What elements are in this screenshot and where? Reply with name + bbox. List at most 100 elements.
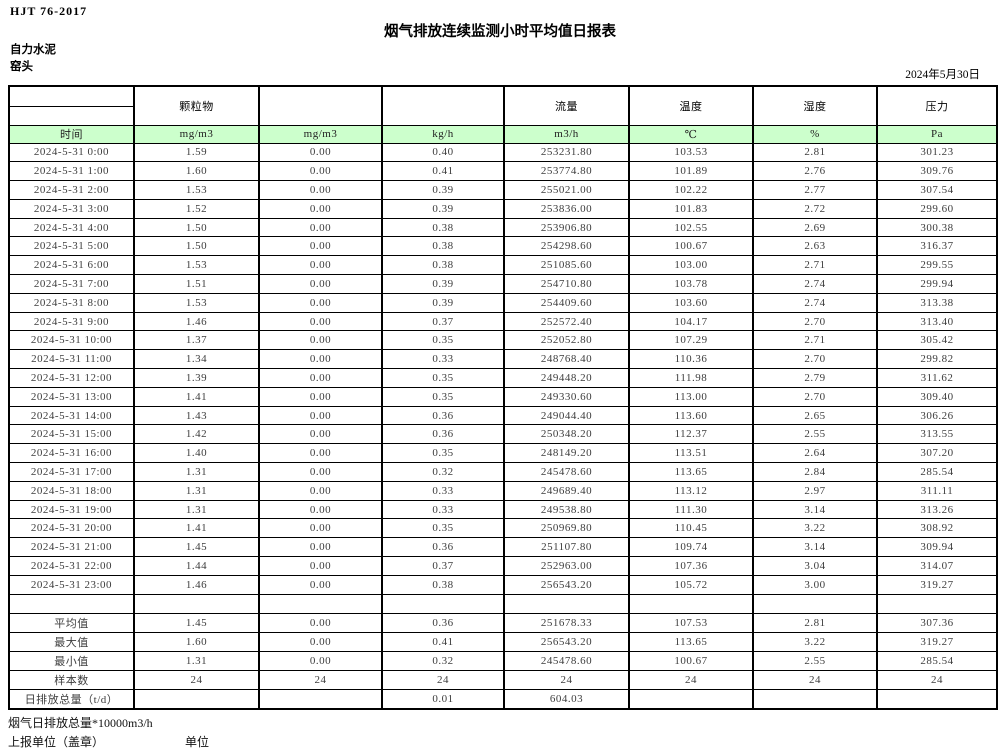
summary-label-cell: 最大值 xyxy=(8,632,135,653)
value-cell: 2.74 xyxy=(752,274,878,294)
value-cell: 0.00 xyxy=(258,198,383,219)
value-cell: 253774.80 xyxy=(503,161,630,182)
value-cell: 309.94 xyxy=(876,537,998,558)
value-cell: 0.00 xyxy=(258,480,383,501)
value-cell: 0.36 xyxy=(381,405,505,426)
value-cell: 299.82 xyxy=(876,349,998,370)
value-cell: 251678.33 xyxy=(503,613,630,634)
value-cell: 0.00 xyxy=(258,405,383,426)
flow-total-note: 烟气日排放总量*10000m3/h xyxy=(8,716,153,730)
value-cell: 0.39 xyxy=(381,198,505,219)
value-cell: 285.54 xyxy=(876,462,998,482)
time-cell: 2024-5-31 16:00 xyxy=(8,443,135,464)
value-cell: 299.60 xyxy=(876,198,998,219)
time-cell: 2024-5-31 21:00 xyxy=(8,537,135,558)
value-cell: 0.00 xyxy=(258,330,383,351)
value-cell: 1.41 xyxy=(133,386,260,407)
value-cell: 245478.60 xyxy=(503,462,630,482)
header-blank-cell xyxy=(258,85,383,126)
value-cell: 316.37 xyxy=(876,236,998,257)
unit-cell: mg/m3 xyxy=(133,124,260,144)
value-cell: 0.38 xyxy=(381,255,505,276)
unit-header-row: 时间 mg/m3 mg/m3 kg/h m3/h ℃ % Pa xyxy=(8,124,998,144)
monitoring-data-table: 颗粒物 流量 温度 湿度 压力 时间 mg/m3 mg/m3 kg/h m3/h… xyxy=(8,85,998,710)
value-cell: 252572.40 xyxy=(503,311,630,332)
value-cell: 0.37 xyxy=(381,311,505,332)
value-cell: 0.39 xyxy=(381,274,505,294)
value-cell xyxy=(876,689,998,710)
value-cell: 0.00 xyxy=(258,142,383,163)
column-header-time: 时间 xyxy=(8,124,135,144)
value-cell: 0.00 xyxy=(258,349,383,370)
summary-label-cell: 平均值 xyxy=(8,613,135,634)
reporting-unit-label: 上报单位（盖章） xyxy=(8,735,105,749)
value-cell: 0.00 xyxy=(258,613,383,634)
value-cell: 253231.80 xyxy=(503,142,630,163)
blank-cell xyxy=(8,593,135,615)
value-cell: 2.63 xyxy=(752,236,878,257)
time-cell: 2024-5-31 6:00 xyxy=(8,255,135,276)
table-row: 2024-5-31 9:00 1.46 0.00 0.37 252572.40 104.1… xyxy=(8,311,998,332)
value-cell: 0.36 xyxy=(381,424,505,445)
value-cell: 0.38 xyxy=(381,574,505,595)
value-cell: 256543.20 xyxy=(503,632,630,653)
value-cell xyxy=(628,593,754,615)
value-cell: 0.35 xyxy=(381,518,505,539)
value-cell: 1.34 xyxy=(133,349,260,370)
value-cell: 24 xyxy=(752,670,878,691)
value-cell: 0.00 xyxy=(258,651,383,672)
value-cell: 0.01 xyxy=(381,689,505,710)
table-row: 2024-5-31 3:00 1.52 0.00 0.39 253836.00 101.8… xyxy=(8,198,998,219)
value-cell: 299.94 xyxy=(876,274,998,294)
value-cell xyxy=(381,593,505,615)
value-cell: 100.67 xyxy=(628,651,754,672)
header-blank-cell xyxy=(381,85,505,126)
value-cell: 102.55 xyxy=(628,217,754,238)
value-cell: 3.22 xyxy=(752,518,878,539)
value-cell: 249330.60 xyxy=(503,386,630,407)
table-row: 2024-5-31 18:00 1.31 0.00 0.33 249689.40 113.… xyxy=(8,480,998,501)
table-row: 2024-5-31 22:00 1.44 0.00 0.37 252963.00 107.… xyxy=(8,556,998,576)
time-cell: 2024-5-31 10:00 xyxy=(8,330,135,351)
value-cell: 249044.40 xyxy=(503,405,630,426)
table-row: 2024-5-31 20:00 1.41 0.00 0.35 250969.80 110.… xyxy=(8,518,998,539)
value-cell: 0.00 xyxy=(258,424,383,445)
value-cell: 305.42 xyxy=(876,330,998,351)
value-cell: 0.36 xyxy=(381,613,505,634)
table-row: 2024-5-31 7:00 1.51 0.00 0.39 254710.80 103.7… xyxy=(8,274,998,294)
value-cell xyxy=(133,689,260,710)
value-cell: 1.31 xyxy=(133,499,260,520)
value-cell: 2.64 xyxy=(752,443,878,464)
value-cell: 256543.20 xyxy=(503,574,630,595)
value-cell: 0.00 xyxy=(258,574,383,595)
value-cell: 0.00 xyxy=(258,556,383,576)
time-cell: 2024-5-31 13:00 xyxy=(8,386,135,407)
unit-cell: % xyxy=(752,124,878,144)
value-cell: 0.33 xyxy=(381,499,505,520)
value-cell: 313.40 xyxy=(876,311,998,332)
table-row: 2024-5-31 2:00 1.53 0.00 0.39 255021.00 102.2… xyxy=(8,180,998,200)
column-header-humidity: 湿度 xyxy=(752,85,878,126)
value-cell: 250348.20 xyxy=(503,424,630,445)
value-cell: 1.45 xyxy=(133,613,260,634)
value-cell: 2.81 xyxy=(752,613,878,634)
value-cell: 2.70 xyxy=(752,311,878,332)
company-name: 自力水泥 xyxy=(10,44,56,56)
value-cell: 110.36 xyxy=(628,349,754,370)
value-cell: 2.76 xyxy=(752,161,878,182)
value-cell: 1.46 xyxy=(133,311,260,332)
value-cell: 249689.40 xyxy=(503,480,630,501)
value-cell: 254409.60 xyxy=(503,292,630,313)
value-cell: 0.38 xyxy=(381,217,505,238)
value-cell: 309.76 xyxy=(876,161,998,182)
value-cell: 3.14 xyxy=(752,537,878,558)
value-cell: 254298.60 xyxy=(503,236,630,257)
standard-number: HJT 76-2017 xyxy=(10,4,88,18)
time-cell: 2024-5-31 22:00 xyxy=(8,556,135,576)
value-cell xyxy=(258,593,383,615)
time-cell: 2024-5-31 17:00 xyxy=(8,462,135,482)
value-cell: 2.72 xyxy=(752,198,878,219)
value-cell: 0.00 xyxy=(258,180,383,200)
value-cell: 1.31 xyxy=(133,480,260,501)
value-cell: 1.51 xyxy=(133,274,260,294)
